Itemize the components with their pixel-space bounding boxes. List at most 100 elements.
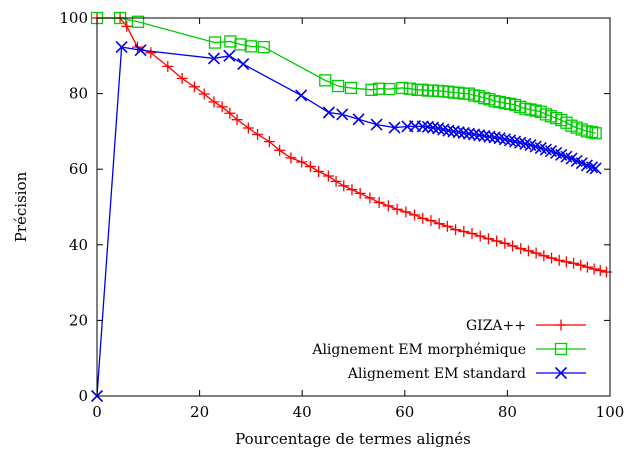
data-point — [304, 161, 316, 173]
data-point — [409, 209, 421, 221]
data-point — [338, 180, 350, 192]
data-point — [208, 96, 220, 108]
data-point — [237, 58, 250, 71]
data-point — [336, 108, 349, 121]
data-point — [162, 60, 174, 72]
series-0 — [91, 12, 612, 278]
data-point — [382, 200, 394, 212]
data-point — [447, 125, 460, 138]
legend-swatch-marker — [555, 319, 567, 331]
data-point — [589, 162, 602, 175]
data-point — [346, 184, 358, 196]
data-point — [416, 120, 429, 133]
data-point — [588, 263, 600, 275]
x-tick-label: 80 — [498, 403, 517, 421]
y-axis-title: Précision — [12, 171, 30, 242]
data-point — [474, 230, 486, 242]
data-point — [134, 44, 147, 57]
data-point — [441, 220, 453, 232]
legend-label: Alignement EM standard — [347, 366, 526, 382]
data-point — [546, 252, 558, 264]
data-point — [295, 89, 308, 102]
data-point — [372, 82, 386, 95]
data-point — [354, 187, 366, 199]
plot-frame — [96, 17, 611, 397]
data-point — [491, 235, 503, 247]
legend-label: Alignement EM morphémique — [311, 342, 526, 358]
data-point — [442, 124, 455, 137]
data-point — [467, 128, 481, 141]
series-2 — [90, 41, 602, 403]
x-tick-label: 40 — [293, 403, 312, 421]
y-tick-label: 60 — [69, 160, 88, 178]
data-point — [478, 129, 491, 143]
data-point — [466, 227, 478, 239]
data-point — [198, 88, 210, 100]
legend-label: GIZA++ — [466, 318, 526, 334]
x-tick-label: 0 — [92, 403, 102, 421]
data-point — [234, 38, 247, 51]
y-tick-label: 20 — [69, 311, 88, 329]
data-point — [522, 245, 534, 257]
data-point — [458, 226, 470, 238]
data-point — [252, 128, 264, 140]
data-point — [515, 243, 527, 255]
data-point — [538, 250, 550, 262]
data-point — [589, 127, 602, 140]
y-tick-label: 80 — [69, 85, 88, 103]
data-point — [224, 107, 236, 119]
data-point — [585, 161, 599, 174]
data-point — [224, 35, 237, 48]
data-point — [207, 52, 221, 65]
data-point — [488, 131, 501, 144]
data-point — [365, 83, 378, 96]
data-point — [313, 165, 325, 177]
data-point — [257, 40, 270, 54]
legend-swatch-marker — [554, 366, 568, 380]
legend-entry: Alignement EM standard — [347, 366, 586, 382]
data-point — [216, 101, 228, 113]
data-point — [581, 261, 593, 273]
data-point — [319, 74, 332, 87]
data-point — [499, 237, 511, 249]
data-point — [296, 156, 308, 168]
data-point — [433, 218, 445, 230]
data-point — [585, 126, 599, 139]
data-point — [553, 254, 565, 266]
x-tick-label: 60 — [395, 403, 414, 421]
data-point — [322, 106, 335, 119]
data-point — [452, 126, 465, 139]
data-point — [364, 192, 376, 204]
data-point — [145, 47, 157, 59]
data-point — [370, 118, 383, 131]
data-point — [426, 121, 440, 134]
data-point — [462, 127, 475, 140]
data-point — [425, 215, 437, 227]
data-point — [473, 129, 486, 142]
data-point — [285, 152, 297, 164]
data-point — [330, 175, 342, 187]
data-point — [388, 121, 401, 134]
data-point — [457, 126, 470, 139]
series-line — [97, 17, 596, 134]
data-point — [400, 206, 412, 218]
data-point — [530, 247, 542, 259]
data-point — [115, 41, 128, 54]
data-point — [223, 49, 236, 62]
x-tick-label: 100 — [596, 403, 624, 421]
series-layer — [90, 11, 612, 403]
data-point — [417, 212, 429, 224]
legend-entry: Alignement EM morphémique — [311, 342, 586, 358]
x-tick-label: 20 — [190, 403, 209, 421]
data-point — [560, 256, 572, 268]
data-point — [352, 113, 365, 126]
series-1 — [90, 11, 602, 140]
data-point — [507, 240, 519, 252]
ticks-layer: 0 20 40 60 80 100 0 20 40 60 80 100 — [59, 9, 624, 421]
data-point — [121, 20, 133, 32]
data-point — [594, 265, 606, 277]
data-point — [176, 72, 188, 84]
data-point — [421, 120, 434, 133]
